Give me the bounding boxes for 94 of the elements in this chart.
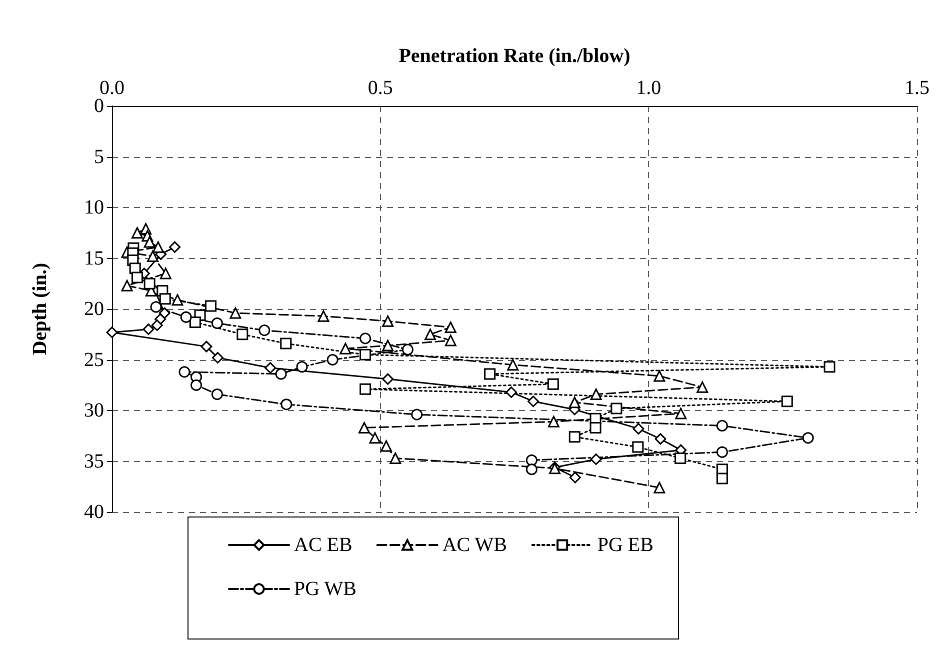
- point: [121, 280, 133, 292]
- point: [258, 324, 270, 336]
- point: [590, 422, 602, 434]
- legend-label: PG EB: [597, 534, 654, 556]
- point: [131, 227, 143, 239]
- point: [264, 362, 276, 374]
- x-tick-label: 1.0: [636, 77, 662, 99]
- point: [411, 408, 423, 420]
- point: [610, 402, 622, 414]
- y-tick-label: 15: [84, 247, 104, 270]
- x-tick-label: 1.5: [904, 77, 930, 99]
- point: [150, 301, 162, 313]
- point: [204, 300, 216, 312]
- point: [402, 344, 414, 356]
- point: [360, 332, 372, 344]
- point: [360, 383, 372, 395]
- point: [674, 452, 686, 464]
- legend-label: AC WB: [442, 534, 507, 556]
- point: [484, 368, 496, 380]
- point: [547, 378, 559, 390]
- point: [230, 307, 242, 319]
- point: [382, 315, 394, 327]
- y-tick-label: 10: [84, 196, 104, 218]
- point: [131, 272, 143, 284]
- point: [358, 422, 370, 434]
- point: [280, 398, 292, 410]
- point: [716, 472, 728, 484]
- point: [507, 359, 519, 371]
- point: [106, 326, 118, 338]
- point: [180, 311, 192, 323]
- point: [369, 432, 381, 444]
- point: [444, 334, 456, 346]
- point: [147, 250, 159, 262]
- point: [528, 396, 540, 408]
- point: [568, 396, 580, 408]
- x-axis-title: Penetration Rate (in./blow): [398, 45, 630, 67]
- point: [590, 388, 602, 400]
- y-tick-label: 25: [84, 348, 104, 371]
- point: [318, 310, 330, 322]
- point: [654, 433, 666, 445]
- point: [781, 396, 793, 408]
- point: [802, 432, 814, 444]
- point: [526, 454, 538, 466]
- point: [382, 373, 394, 385]
- point: [172, 294, 184, 306]
- point: [424, 328, 436, 340]
- point: [190, 379, 202, 391]
- point: [716, 420, 728, 432]
- point: [160, 268, 172, 280]
- point: [340, 342, 352, 354]
- legend-label: AC EB: [294, 534, 352, 556]
- point: [716, 446, 728, 458]
- point: [390, 452, 402, 464]
- point: [296, 361, 308, 373]
- point: [212, 352, 224, 364]
- point: [211, 317, 223, 329]
- point: [654, 370, 666, 382]
- point: [144, 278, 156, 290]
- point: [142, 324, 154, 336]
- y-tick-label: 20: [84, 298, 104, 320]
- point: [326, 354, 338, 366]
- point: [360, 348, 372, 360]
- point: [236, 328, 248, 340]
- point: [189, 316, 201, 328]
- y-tick-label: 40: [84, 501, 104, 523]
- point: [275, 368, 287, 380]
- point: [380, 440, 392, 452]
- x-tick-label: 0.5: [368, 77, 393, 99]
- y-axis-title: Depth (in.): [29, 262, 51, 356]
- point: [211, 388, 223, 400]
- point: [178, 366, 190, 378]
- point: [506, 386, 518, 398]
- point: [654, 482, 666, 494]
- point: [159, 293, 171, 305]
- point: [151, 319, 163, 331]
- y-tick-label: 5: [94, 146, 104, 168]
- point: [382, 340, 394, 352]
- point: [526, 464, 538, 476]
- point: [632, 441, 644, 453]
- point: [569, 472, 581, 484]
- point: [696, 381, 708, 393]
- y-tick-label: 30: [84, 400, 104, 422]
- point: [280, 338, 292, 350]
- point: [200, 340, 212, 352]
- point: [169, 241, 181, 253]
- point: [675, 408, 687, 420]
- point: [444, 322, 456, 334]
- legend-label: PG WB: [294, 578, 356, 600]
- point: [548, 416, 560, 428]
- y-tick-label: 35: [84, 450, 104, 472]
- point: [824, 361, 836, 373]
- point: [590, 453, 602, 465]
- point: [632, 423, 644, 435]
- point: [568, 431, 580, 443]
